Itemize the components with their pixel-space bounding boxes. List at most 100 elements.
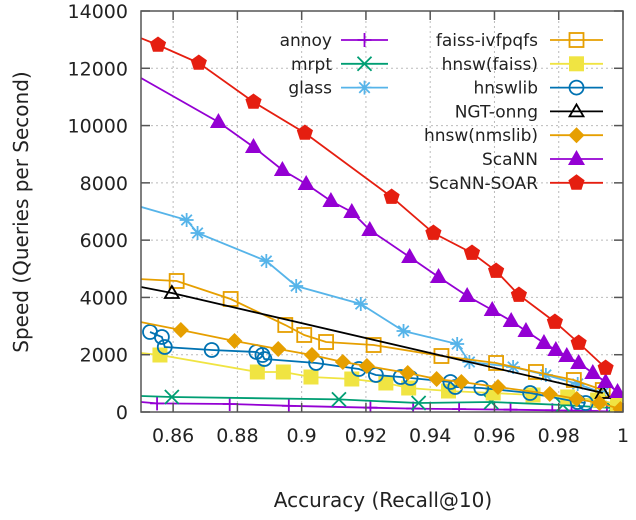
legend-item: glass [288, 79, 388, 99]
x-axis-label: Accuracy (Recall@10) [274, 488, 492, 512]
x-tick-label: 0.96 [473, 425, 515, 447]
legend-label: NGT-onng [455, 102, 538, 122]
data-point [425, 224, 442, 240]
series-layer [141, 36, 623, 412]
legend-item: ScaNN [482, 150, 603, 170]
data-point [281, 398, 296, 412]
legend-label: mrpt [291, 55, 332, 75]
y-tick-label: 2000 [80, 345, 128, 367]
data-point [273, 160, 291, 176]
data-point [365, 337, 382, 353]
data-point [149, 36, 167, 52]
data-point [303, 369, 319, 385]
data-point [322, 191, 340, 207]
data-point [277, 317, 294, 333]
x-tick-label: 0.98 [538, 425, 580, 447]
data-point [584, 363, 602, 379]
data-point [568, 79, 585, 96]
data-point [275, 364, 291, 380]
data-point [502, 312, 520, 328]
legend-label: ScaNN [482, 150, 538, 170]
data-point [541, 386, 558, 403]
data-point [568, 150, 585, 165]
data-point [569, 56, 584, 72]
data-point [558, 347, 576, 363]
data-point [297, 174, 315, 190]
x-tick-label: 0.92 [345, 425, 387, 447]
data-point [510, 286, 527, 302]
data-point [399, 364, 416, 381]
data-point [168, 273, 185, 289]
series-scann-soar [141, 36, 614, 375]
data-point [567, 102, 586, 118]
data-point [546, 313, 563, 329]
data-point [358, 357, 375, 374]
data-point [488, 355, 504, 371]
data-point [597, 373, 615, 389]
data-point [396, 323, 411, 338]
data-point [597, 359, 614, 375]
legend-item: mrpt [291, 55, 388, 75]
data-point [401, 247, 419, 263]
data-point [152, 347, 168, 363]
x-tick-label: 0.9 [287, 425, 317, 447]
data-point [249, 364, 265, 380]
grid [141, 11, 623, 412]
data-point [568, 127, 585, 144]
data-point [343, 202, 361, 218]
data-point [203, 342, 220, 358]
legend-label: faiss-ivfpqfs [436, 31, 538, 51]
legend-label: annoy [280, 31, 332, 51]
data-point [609, 383, 623, 399]
data-point [296, 327, 313, 343]
series-faiss-ivfpqfs [141, 273, 611, 398]
data-point [458, 286, 476, 302]
data-point [428, 371, 445, 388]
data-point [378, 375, 394, 391]
data-point [430, 267, 448, 283]
data-point [331, 391, 347, 408]
legend-item: ScaNN-SOAR [429, 174, 603, 194]
ticks: 0.86 0.88 0.9 0.92 0.94 0.96 0.98 1 0 2000 4000 600… [68, 1, 630, 447]
x-tick-label: 0.86 [152, 425, 194, 447]
data-point [259, 253, 274, 268]
data-point [222, 396, 237, 411]
legend-label: hnsw(faiss) [442, 55, 538, 75]
x-tick-label: 0.88 [216, 425, 258, 447]
data-point [517, 321, 535, 337]
x-tick-label: 1 [617, 425, 629, 447]
data-point [153, 329, 170, 345]
data-point [209, 112, 227, 128]
series-line [141, 286, 604, 394]
data-point [547, 340, 565, 356]
data-point [289, 278, 304, 293]
data-point [528, 364, 544, 380]
data-point [568, 32, 585, 48]
data-point [570, 334, 587, 350]
data-point [163, 284, 181, 299]
data-point [226, 332, 243, 349]
data-point [150, 396, 165, 411]
data-point [303, 347, 320, 364]
data-point [357, 33, 372, 47]
data-point [488, 262, 505, 278]
data-point [318, 334, 334, 350]
y-tick-label: 14000 [68, 1, 128, 23]
data-point [490, 378, 507, 395]
legend-item: NGT-onng [455, 102, 603, 122]
data-point [452, 402, 467, 412]
series-line [141, 395, 613, 409]
data-point [433, 348, 450, 364]
y-tick-label: 8000 [80, 173, 128, 195]
data-point [594, 384, 612, 399]
data-point [383, 188, 400, 204]
data-point [156, 339, 173, 355]
data-point [612, 400, 623, 412]
series-annoy [141, 396, 614, 412]
y-tick-label: 0 [116, 402, 128, 424]
data-point [344, 371, 360, 387]
data-point [244, 137, 262, 153]
data-point [570, 353, 588, 369]
legend-label: hnswlib [473, 79, 538, 99]
y-axis-label: Speed (Queries per Second) [9, 71, 33, 352]
